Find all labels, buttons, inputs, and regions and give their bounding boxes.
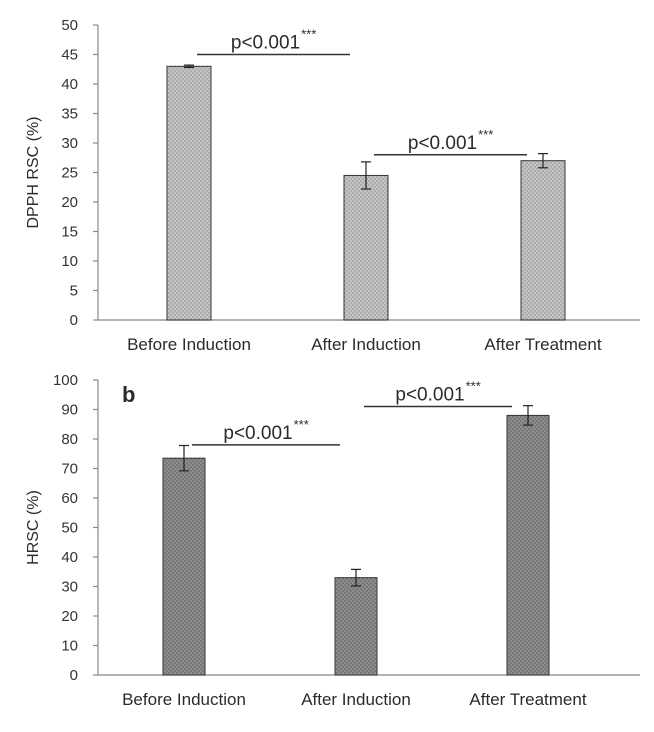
- bar: [162, 457, 206, 676]
- category-label: Before Induction: [127, 335, 251, 354]
- y-tick-label: 25: [61, 165, 78, 182]
- chart-panel-a: 0 5 10 15 20 25 30 35 40 45 50 DPPH RSC (%) Before I…: [25, 17, 640, 354]
- significance-label: p<0.001: [231, 33, 300, 54]
- category-label: Before Induction: [122, 690, 246, 709]
- category-label: After Induction: [301, 690, 411, 709]
- significance-label: p<0.001: [223, 423, 292, 444]
- bar: [166, 65, 212, 321]
- significance-stars: ***: [294, 417, 309, 432]
- y-tick-label: 35: [61, 106, 78, 123]
- y-tick-label: 20: [61, 194, 78, 211]
- y-tick-label: 20: [61, 608, 78, 625]
- y-tick-label: 0: [70, 667, 78, 684]
- y-axis-title: HRSC (%): [25, 490, 42, 565]
- bar: [343, 174, 389, 321]
- y-tick-label: 40: [61, 76, 78, 93]
- bar: [334, 577, 378, 676]
- panel-letter: b: [122, 382, 135, 407]
- y-tick-label: 50: [61, 17, 78, 34]
- significance-label: p<0.001: [395, 385, 464, 406]
- bar: [520, 160, 566, 321]
- significance-stars: ***: [478, 127, 493, 142]
- category-label: After Treatment: [469, 690, 586, 709]
- category-label: After Induction: [311, 335, 421, 354]
- y-tick-label: 100: [53, 372, 78, 389]
- y-tick-label: 50: [61, 520, 78, 537]
- y-tick-label: 40: [61, 549, 78, 566]
- y-tick-label: 70: [61, 461, 78, 478]
- category-label: After Treatment: [484, 335, 601, 354]
- y-tick-label: 30: [61, 135, 78, 152]
- y-axis-title: DPPH RSC (%): [25, 116, 42, 228]
- y-tick-label: 15: [61, 224, 78, 241]
- y-tick-label: 0: [70, 312, 78, 329]
- significance-stars: ***: [301, 27, 316, 42]
- significance-stars: ***: [466, 379, 481, 394]
- chart-panel-b: 0 10 20 30 40 50 60 70 80 90 100 HRSC (%) b Before In…: [25, 372, 640, 709]
- significance-label: p<0.001: [408, 133, 477, 154]
- y-tick-label: 10: [61, 253, 78, 270]
- y-tick-label: 60: [61, 490, 78, 507]
- y-tick-label: 5: [70, 283, 78, 300]
- bar: [506, 414, 550, 676]
- y-tick-label: 10: [61, 638, 78, 655]
- y-tick-label: 30: [61, 579, 78, 596]
- y-tick-label: 80: [61, 431, 78, 448]
- y-tick-label: 45: [61, 47, 78, 64]
- y-tick-label: 90: [61, 402, 78, 419]
